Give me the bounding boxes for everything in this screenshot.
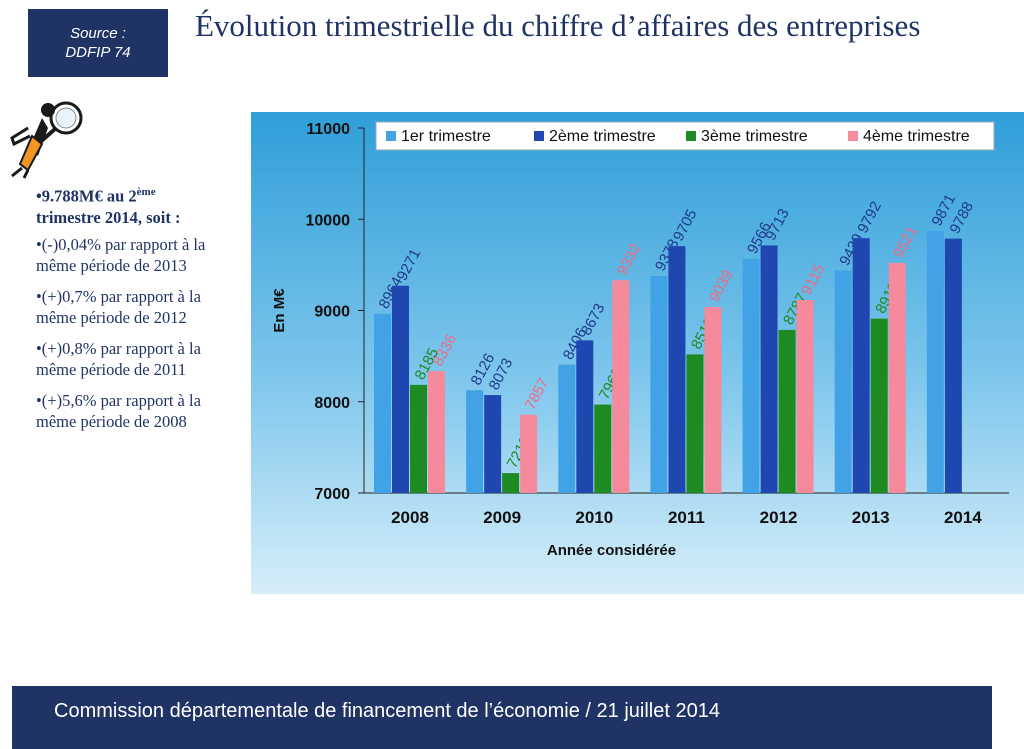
bar <box>944 238 962 493</box>
chart-background <box>251 112 1024 594</box>
y-tick-label: 8000 <box>314 395 350 412</box>
x-tick-label: 2013 <box>852 508 890 527</box>
page-title: Évolution trimestrielle du chiffre d’aff… <box>195 8 921 43</box>
bar <box>612 280 630 493</box>
x-tick-label: 2008 <box>391 508 429 527</box>
bar <box>594 404 612 493</box>
bar <box>428 371 445 493</box>
y-tick-label: 7000 <box>314 486 350 503</box>
footer-bar: Commission départementale de financement… <box>12 686 992 749</box>
y-tick-label: 9000 <box>314 304 350 321</box>
bar <box>834 270 852 493</box>
legend-swatch <box>534 131 544 141</box>
source-name: DDFIP 74 <box>65 44 131 61</box>
bar <box>760 245 778 493</box>
bar <box>870 318 888 493</box>
y-axis-title: En M€ <box>271 288 288 333</box>
bar <box>576 340 594 493</box>
y-tick-label: 10000 <box>306 212 351 229</box>
magnifier-mascot-icon <box>10 101 83 179</box>
footer-text: Commission départementale de financement… <box>54 700 720 722</box>
side-notes: •9.788M€ au 2ème trimestre 2014, soit : … <box>36 182 236 442</box>
bar <box>650 276 668 493</box>
chart-panel: 7000 8000 9000 10000 11000 8964 9271 8185 8336 20… <box>251 112 1024 594</box>
legend-box <box>375 121 995 151</box>
bar <box>926 231 944 493</box>
bar <box>558 364 576 493</box>
legend-label: 3ème trimestre <box>701 128 808 145</box>
note-item-2013: •(-)0,04% par rapport à la même période … <box>36 234 206 275</box>
bar <box>392 285 409 493</box>
bar-chart: 7000800090001000011000896492718185833620… <box>251 112 1024 594</box>
bar <box>888 262 906 493</box>
note-item-2011: •(+)0,8% par rapport à la même période d… <box>36 338 201 379</box>
bar <box>778 329 796 493</box>
bar <box>704 306 722 493</box>
x-tick-label: 2012 <box>760 508 798 527</box>
x-tick-label: 2010 <box>575 508 613 527</box>
bar <box>410 384 427 493</box>
bar <box>484 395 502 493</box>
notes-headline-pre: •9.788M€ au 2 <box>36 186 137 206</box>
notes-headline: •9.788M€ au 2ème trimestre 2014, soit : <box>36 182 236 228</box>
note-item-2008: •(+)5,6% par rapport à la même période d… <box>36 390 201 431</box>
bar <box>686 354 704 493</box>
y-tick-label: 11000 <box>306 121 350 138</box>
source-box: Source : DDFIP 74 <box>28 9 168 77</box>
bar <box>742 258 760 493</box>
x-tick-label: 2014 <box>944 508 982 527</box>
legend-label: 4ème trimestre <box>863 128 970 145</box>
source-label: Source : <box>70 25 126 42</box>
notes-headline-sup: ème <box>136 186 156 198</box>
bar <box>852 238 870 493</box>
bar <box>374 313 391 493</box>
legend-swatch <box>386 131 396 141</box>
x-tick-label: 2009 <box>483 508 521 527</box>
bar <box>502 473 520 493</box>
bar <box>668 246 686 493</box>
notes-headline-post: trimestre 2014, soit : <box>36 207 181 227</box>
bar <box>466 390 484 493</box>
legend-label: 2ème trimestre <box>549 128 656 145</box>
bar <box>520 414 538 493</box>
note-item-2012: •(+)0,7% par rapport à la même période d… <box>36 286 201 327</box>
x-tick-label: 2011 <box>668 508 705 527</box>
legend-swatch <box>848 131 858 141</box>
x-axis-title: Année considérée <box>547 542 676 559</box>
legend-label: 1er trimestre <box>401 128 491 145</box>
bar <box>796 300 814 493</box>
legend-swatch <box>686 131 696 141</box>
